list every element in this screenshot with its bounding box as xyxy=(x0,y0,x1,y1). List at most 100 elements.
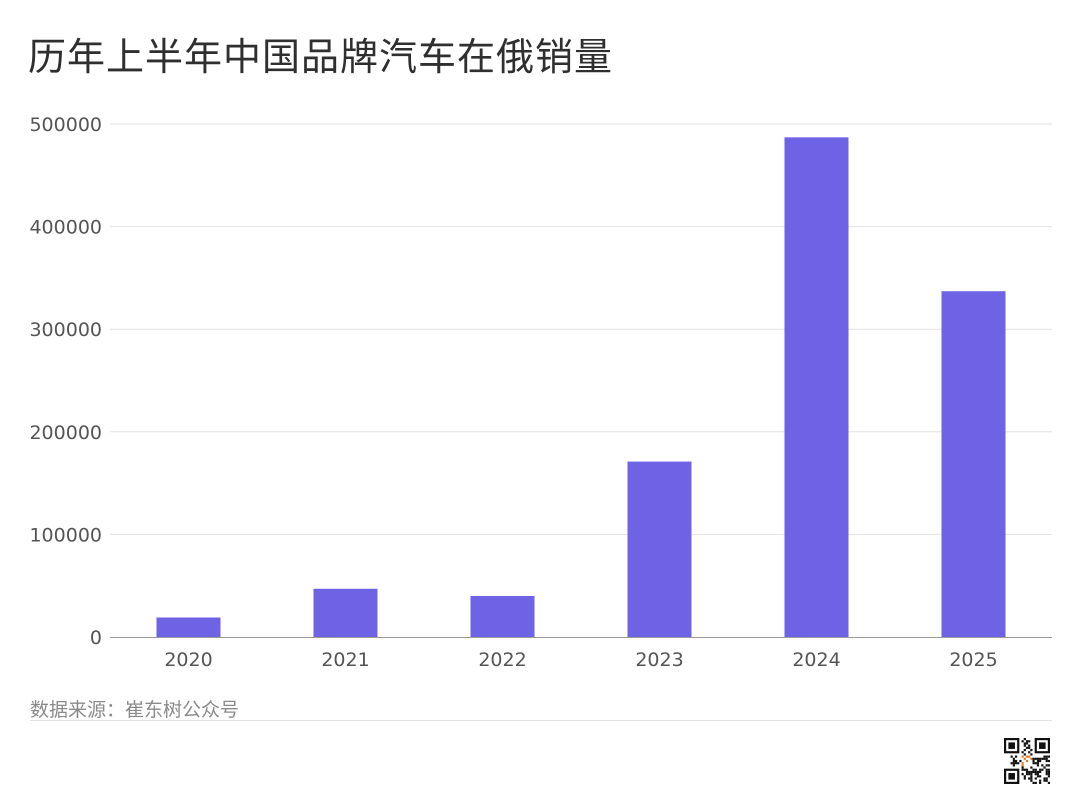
qr-module xyxy=(1010,762,1013,765)
qr-module xyxy=(1030,773,1033,776)
qr-module xyxy=(1043,777,1046,780)
qr-module xyxy=(1043,755,1046,758)
qr-module xyxy=(1032,768,1035,771)
qr-module xyxy=(1047,764,1050,767)
qr-module xyxy=(1043,757,1046,760)
qr-module xyxy=(1030,770,1033,774)
qr-module xyxy=(1014,762,1018,765)
bar-2024 xyxy=(784,137,849,637)
qr-module xyxy=(1028,755,1031,758)
qr-module xyxy=(1023,748,1026,752)
qr-module xyxy=(1034,768,1037,771)
qr-module xyxy=(1028,740,1031,743)
qr-module xyxy=(1041,764,1044,767)
qr-module xyxy=(1023,742,1026,745)
qr-module xyxy=(1012,762,1015,765)
qr-module xyxy=(1034,777,1037,780)
qr-module xyxy=(1025,742,1029,745)
qr-module xyxy=(1036,762,1040,765)
qr-module xyxy=(1045,768,1048,771)
qr-module xyxy=(1045,755,1048,758)
qr-module xyxy=(1028,770,1031,774)
qr-module xyxy=(1021,773,1024,776)
x-tick-label: 2022 xyxy=(478,649,526,671)
qr-finder-core xyxy=(1008,742,1015,749)
bar-2021 xyxy=(313,588,378,637)
qr-module xyxy=(1017,762,1020,765)
qr-module xyxy=(1034,762,1037,765)
bars xyxy=(156,137,1006,637)
qr-module xyxy=(1021,764,1024,767)
qr-module xyxy=(1039,768,1042,771)
qr-module xyxy=(1047,773,1050,776)
qr-module xyxy=(1014,755,1018,758)
qr-module xyxy=(1030,777,1033,780)
qr-module xyxy=(1039,759,1042,763)
qr-module xyxy=(1025,740,1029,743)
qr-module xyxy=(1039,770,1042,774)
gridlines xyxy=(110,123,1052,535)
qr-module xyxy=(1041,768,1044,771)
qr-module xyxy=(1030,766,1033,769)
qr-module xyxy=(1039,775,1042,778)
y-tick-label: 0 xyxy=(90,627,102,649)
qr-module xyxy=(1036,775,1040,778)
qr-module xyxy=(1036,757,1040,760)
y-tick-label: 200000 xyxy=(29,422,102,444)
qr-module xyxy=(1032,770,1035,774)
qr-module xyxy=(1032,762,1035,765)
qr-module xyxy=(1034,757,1037,760)
qr-module xyxy=(1039,779,1042,782)
qr-module xyxy=(1028,777,1031,780)
y-tick-label: 500000 xyxy=(29,114,102,136)
qr-module xyxy=(1039,757,1042,760)
qr-module xyxy=(1021,762,1024,765)
qr-module xyxy=(1012,764,1015,767)
qr-module xyxy=(1036,770,1040,774)
qr-module xyxy=(1034,781,1037,784)
qr-code-icon xyxy=(1004,738,1050,784)
qr-module xyxy=(1010,755,1013,758)
qr-module xyxy=(1023,775,1026,778)
qr-module xyxy=(1025,773,1029,776)
qr-module xyxy=(1041,757,1044,760)
qr-module xyxy=(1028,746,1031,749)
qr-module xyxy=(1025,759,1029,763)
qr-module xyxy=(1036,773,1040,776)
data-source-note: 数据来源：崔东树公众号 xyxy=(30,699,240,721)
qr-module xyxy=(1025,755,1029,758)
qr-module xyxy=(1045,777,1048,780)
qr-module xyxy=(1047,775,1050,778)
qr-module xyxy=(1021,740,1024,743)
x-axis-ticks: 2020 2021 2022 2023 2024 2025 xyxy=(164,649,997,671)
qr-module xyxy=(1023,757,1026,760)
qr-module xyxy=(1047,781,1050,784)
qr-module xyxy=(1014,759,1018,763)
qr-module xyxy=(1023,738,1026,741)
x-tick-label: 2023 xyxy=(635,649,683,671)
qr-module xyxy=(1021,755,1024,758)
qr-module xyxy=(1047,759,1050,763)
bar-2022 xyxy=(470,595,535,637)
qr-module xyxy=(1021,751,1024,754)
bar-2020 xyxy=(156,617,221,637)
qr-module xyxy=(1047,755,1050,758)
qr-module xyxy=(1032,781,1035,784)
qr-module xyxy=(1023,753,1026,756)
x-tick-label: 2024 xyxy=(792,649,840,671)
qr-module xyxy=(1012,759,1015,763)
qr-module xyxy=(1036,759,1040,763)
qr-module xyxy=(1023,777,1026,780)
x-tick-label: 2025 xyxy=(949,649,997,671)
qr-module xyxy=(1021,768,1024,771)
qr-module xyxy=(1047,768,1050,771)
qr-module xyxy=(1039,781,1042,784)
qr-finder-core xyxy=(1008,773,1015,780)
qr-module xyxy=(1030,757,1033,760)
qr-module xyxy=(1028,773,1031,776)
qr-module xyxy=(1045,773,1048,776)
qr-finder-core xyxy=(1039,742,1046,749)
qr-module xyxy=(1034,773,1037,776)
qr-module xyxy=(1045,764,1048,767)
qr-module xyxy=(1028,751,1031,754)
